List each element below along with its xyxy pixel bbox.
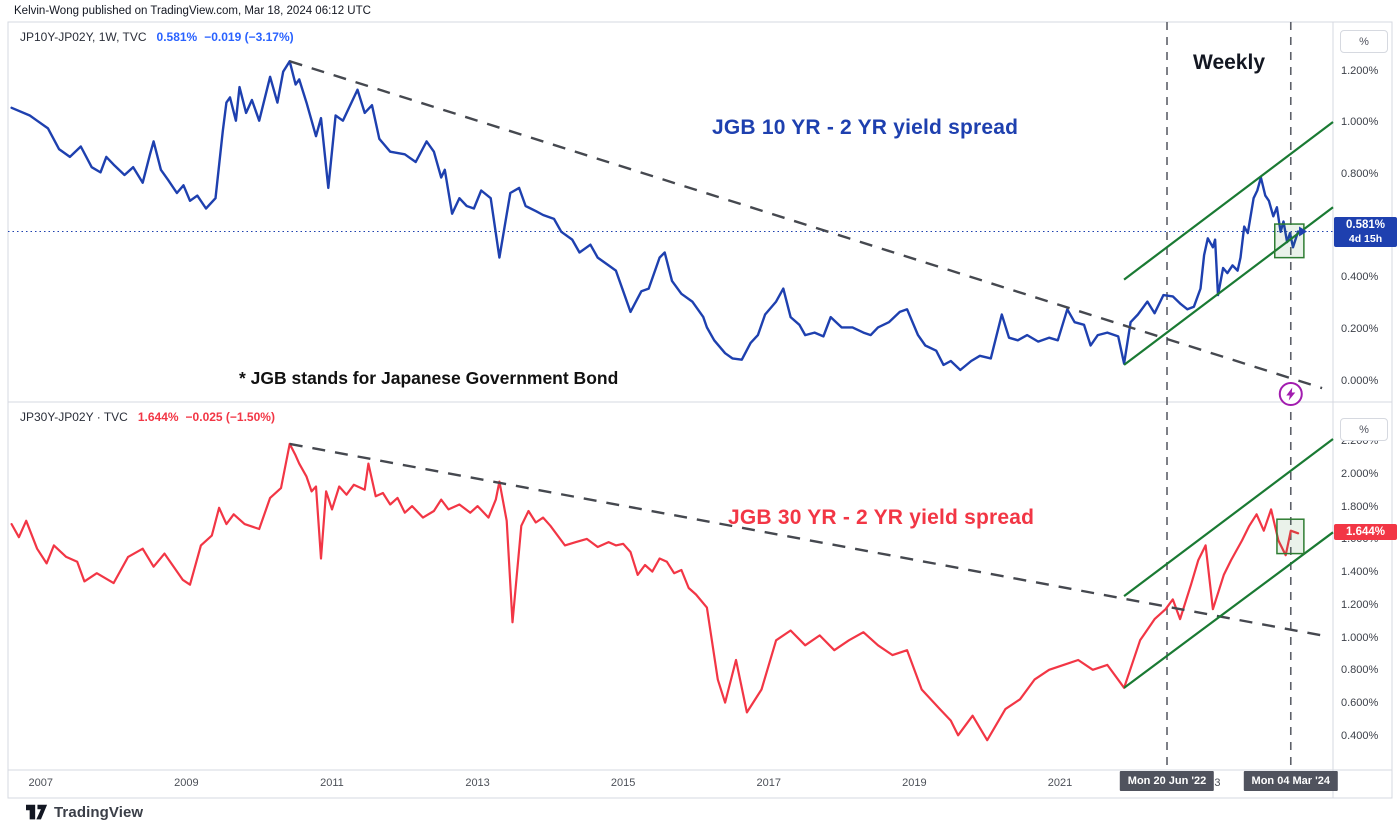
- y-axis-tick-label: 0.800%: [1341, 664, 1379, 677]
- symbol-title-jp10y-jp02y: JP10Y-JP02Y, 1W, TVC: [20, 30, 147, 44]
- channel-line-upper-top[interactable]: [1123, 121, 1334, 281]
- price-axis-label-jp30y[interactable]: 1.644%: [1334, 524, 1397, 541]
- y-axis-tick-label: 0.400%: [1341, 729, 1379, 742]
- annotation-jgb30y-spread: JGB 30 YR - 2 YR yield spread: [728, 506, 1035, 529]
- channel-line-lower-bottom[interactable]: [1123, 531, 1334, 689]
- y-axis-tick-label: 1.000%: [1341, 631, 1379, 644]
- x-axis-year-label: 2021: [1047, 777, 1073, 789]
- y-axis-tick-label: 0.800%: [1341, 167, 1379, 180]
- legend-bottom-pane[interactable]: JP30Y-JP02Y · TVC 1.644% −0.025 (−1.50%): [20, 410, 275, 424]
- y-axis-tick-label: 0.000%: [1341, 374, 1379, 387]
- price-axis-label-jp10y[interactable]: 0.581% 4d 15h: [1334, 216, 1397, 247]
- price-arrow-marker: [1299, 226, 1308, 237]
- price-line-jp30y-jp02y: [10, 442, 1300, 742]
- tradingview-brand-label: TradingView: [54, 804, 144, 821]
- annotation-weekly: Weekly: [1193, 51, 1265, 74]
- y-axis-tick-label: 0.400%: [1341, 271, 1379, 284]
- x-axis-year-label: 2013: [465, 777, 490, 789]
- legend-top-pane[interactable]: JP10Y-JP02Y, 1W, TVC 0.581% −0.019 (−3.17%…: [20, 30, 294, 44]
- x-axis-year-label: 2009: [174, 777, 199, 789]
- highlight-box-top[interactable]: [1274, 223, 1305, 259]
- price-axis-value-jp30y: 1.644%: [1345, 526, 1385, 539]
- publish-header: Kelvin-Wong published on TradingView.com…: [14, 5, 371, 17]
- x-axis-partial-year-label: 3: [1214, 777, 1221, 789]
- y-axis-tick-label: 1.800%: [1341, 500, 1379, 513]
- highlight-box-bottom[interactable]: [1276, 518, 1305, 555]
- bar-countdown: 4d 15h: [1348, 232, 1383, 245]
- symbol-title-jp30y-jp02y: JP30Y-JP02Y · TVC: [20, 410, 128, 424]
- x-axis-year-label: 2015: [610, 777, 636, 789]
- x-axis-year-label: 2017: [756, 777, 782, 789]
- time-axis-date-badge-1: Mon 20 Jun '22: [1119, 771, 1215, 791]
- lightning-bolt-icon: [1286, 387, 1296, 401]
- y-axis-tick-label: 0.200%: [1341, 322, 1379, 335]
- last-price-jp30y: 1.644%: [137, 410, 179, 424]
- x-axis-year-label: 2011: [320, 777, 344, 789]
- price-change-jp30y: −0.025 (−1.50%): [185, 410, 275, 424]
- y-axis-tick-label: 2.000%: [1341, 468, 1379, 480]
- x-axis-year-label: 2019: [902, 777, 927, 789]
- unit-percent-button-top[interactable]: %: [1340, 30, 1388, 53]
- y-axis-tick-label: 1.200%: [1341, 64, 1379, 77]
- price-axis-value-jp10y: 0.581%: [1345, 218, 1385, 231]
- channel-line-upper-bottom[interactable]: [1123, 438, 1334, 598]
- x-axis-year-label: 2007: [28, 777, 53, 789]
- price-line-jp10y-jp02y: [10, 60, 1300, 372]
- y-axis-tick-label: 0.600%: [1341, 697, 1379, 710]
- tradingview-brand-link[interactable]: TradingView: [26, 804, 143, 821]
- y-axis-tick-label: 1.200%: [1341, 598, 1379, 611]
- channel-line-lower-top[interactable]: [1123, 206, 1334, 366]
- last-price-jp10y: 0.581%: [156, 30, 198, 44]
- dashed-trendline-bottom[interactable]: [289, 442, 1323, 637]
- y-axis-tick-label: 1.400%: [1341, 566, 1379, 579]
- dashed-trendline-top[interactable]: [289, 60, 1323, 390]
- chart-frame-border: [7, 21, 1393, 799]
- tradingview-logo-icon: [26, 804, 48, 820]
- y-axis-tick-label: 1.000%: [1341, 116, 1379, 129]
- annotation-jgb10y-spread: JGB 10 YR - 2 YR yield spread: [712, 116, 1019, 139]
- price-change-jp10y: −0.019 (−3.17%): [204, 30, 294, 44]
- time-axis-date-badge-2: Mon 04 Mar '24: [1243, 771, 1338, 791]
- unit-percent-button-bottom[interactable]: %: [1340, 418, 1388, 441]
- annotation-jgb-note: * JGB stands for Japanese Government Bon…: [239, 368, 619, 388]
